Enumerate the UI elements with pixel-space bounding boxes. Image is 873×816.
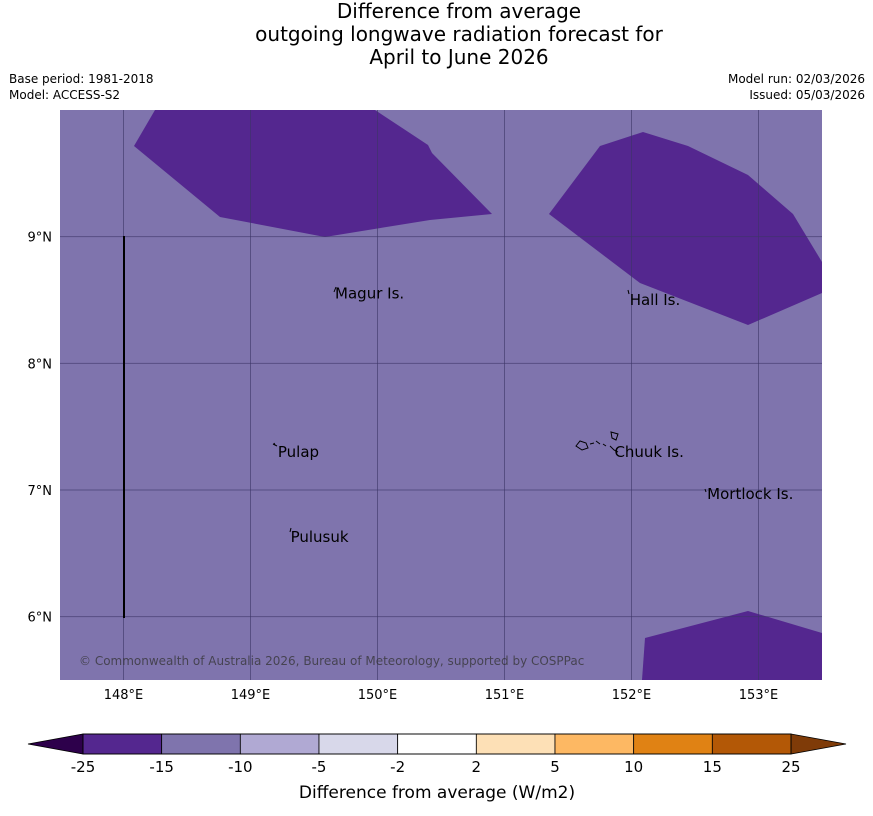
island-outlines xyxy=(272,286,707,533)
colorbar-tick: 15 xyxy=(703,758,722,776)
lon-tick-label: 148°E xyxy=(104,688,144,703)
colorbar-tick: -25 xyxy=(71,758,96,776)
title-line-2: outgoing longwave radiation forecast for xyxy=(255,22,663,46)
colorbar-tick-labels: -25 -15 -10 -5 -2 2 5 10 15 25 xyxy=(71,758,801,776)
colorbar-bin xyxy=(475,733,556,755)
lat-tick-label: 9°N xyxy=(28,231,53,246)
metadata-right: Model run: 02/03/2026 Issued: 05/03/2026 xyxy=(728,71,865,103)
island-magur xyxy=(333,286,337,293)
colorbar-frame xyxy=(82,733,792,755)
lon-tick-label: 153°E xyxy=(739,688,779,703)
axis-tick-labels: 148°E 149°E 150°E 151°E 152°E 153°E 9°N 8°N 7°N 6… xyxy=(28,231,779,703)
colorbar-extend-low xyxy=(27,733,84,755)
colorbar-extend-high xyxy=(790,733,847,755)
base-period: Base period: 1981-2018 xyxy=(9,72,154,86)
lon-tick-label: 149°E xyxy=(231,688,271,703)
place-labels: Magur Is. Hall Is. Pulap Chuuk Is. Mortlock … xyxy=(278,285,793,546)
copyright-notice: © Commonwealth of Australia 2026, Bureau… xyxy=(79,654,584,668)
colorbar-bin xyxy=(397,733,477,755)
island-pulap xyxy=(272,442,278,447)
colorbar-bin xyxy=(554,733,635,755)
colorbar-tick: -15 xyxy=(149,758,174,776)
title-line-1: Difference from average xyxy=(336,0,582,23)
map-title: Difference from average outgoing longwav… xyxy=(0,0,873,69)
title-line-3: April to June 2026 xyxy=(369,45,549,69)
colorbar-bin xyxy=(633,733,713,755)
colorbar-tick: -5 xyxy=(312,758,327,776)
colorbar-title: Difference from average (W/m2) xyxy=(299,783,575,803)
model-run: Model run: 02/03/2026 xyxy=(727,72,865,86)
lat-tick-label: 7°N xyxy=(28,484,53,499)
place-label: Pulap xyxy=(278,443,319,461)
place-label: Chuuk Is. xyxy=(614,443,683,461)
lat-tick-label: 8°N xyxy=(28,357,53,372)
lat-tick-label: 6°N xyxy=(28,611,53,626)
lon-tick-label: 150°E xyxy=(358,688,398,703)
place-label: Mortlock Is. xyxy=(707,485,793,503)
lon-tick-label: 151°E xyxy=(485,688,525,703)
model-name: Model: ACCESS-S2 xyxy=(9,88,121,102)
place-label: Pulusuk xyxy=(291,528,349,546)
anomaly-region-south xyxy=(642,611,822,680)
colorbar-tick: 2 xyxy=(472,758,482,776)
island-hall xyxy=(627,289,630,295)
lon-tick-label: 152°E xyxy=(612,688,652,703)
colorbar-bin xyxy=(82,733,163,755)
colorbar-legend: -25 -15 -10 -5 -2 2 5 10 15 25 Difference from av… xyxy=(27,733,847,803)
anomaly-region-north xyxy=(134,110,492,237)
map-area: Magur Is. Hall Is. Pulap Chuuk Is. Mortlock … xyxy=(60,110,822,680)
colorbar-tick: 25 xyxy=(781,758,800,776)
colorbar-bin xyxy=(161,733,241,755)
issued-date: Issued: 05/03/2026 xyxy=(749,88,865,102)
chuuk-lagoon-islands xyxy=(575,431,619,453)
colorbar-bin xyxy=(711,733,792,755)
colorbar-bin xyxy=(239,733,320,755)
colorbar-bin xyxy=(318,733,399,755)
island-pulusuk xyxy=(289,527,292,533)
colorbar-tick: -2 xyxy=(390,758,405,776)
place-label: Magur Is. xyxy=(335,285,404,303)
place-label: Hall Is. xyxy=(630,291,681,309)
anomaly-region-northeast xyxy=(549,132,822,325)
colorbar-tick: 5 xyxy=(550,758,560,776)
island-mortlock xyxy=(704,488,707,493)
colorbar-tick: 10 xyxy=(624,758,643,776)
colorbar-tick: -10 xyxy=(228,758,253,776)
metadata-left: Base period: 1981-2018 Model: ACCESS-S2 xyxy=(9,71,154,103)
colorbar-bins xyxy=(82,733,792,755)
